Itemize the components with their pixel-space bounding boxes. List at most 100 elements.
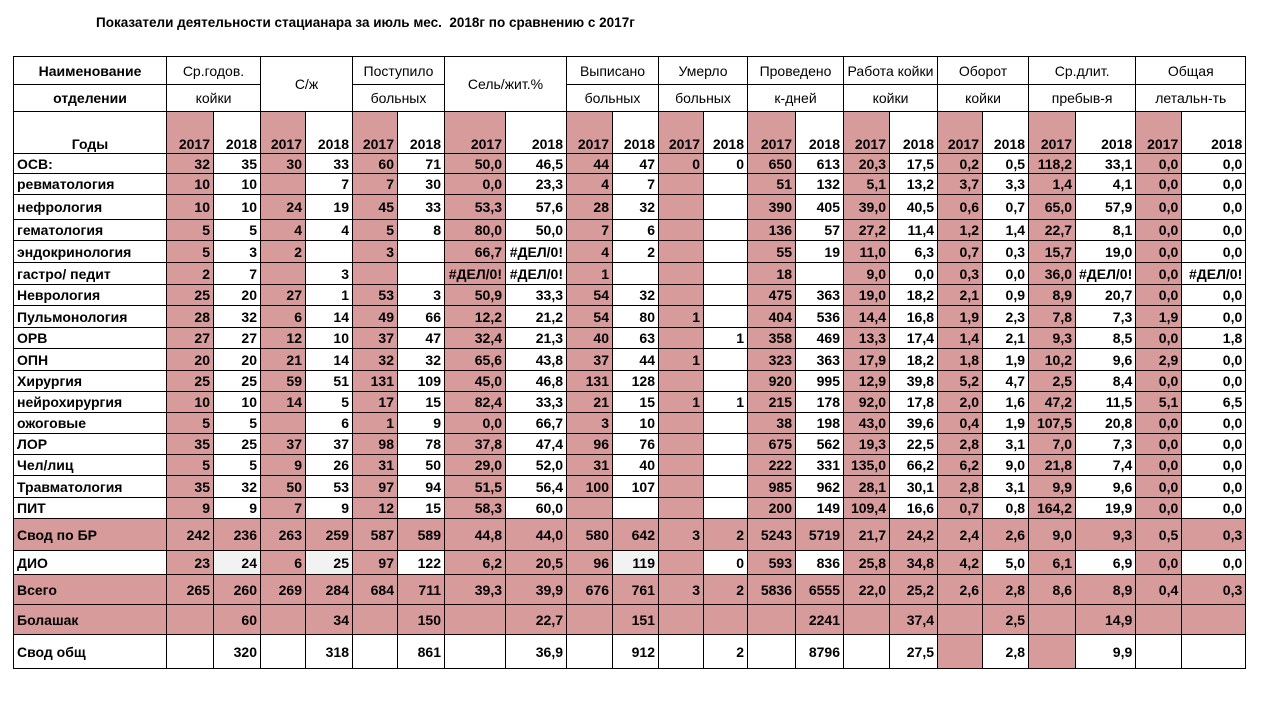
cell: 861 <box>397 634 445 669</box>
cell <box>305 240 353 263</box>
cell <box>612 497 659 519</box>
cell: 54 <box>566 284 613 306</box>
cell: 242 <box>166 518 214 551</box>
cell: 2,4 <box>937 518 983 551</box>
cell: 32 <box>166 153 214 174</box>
cell: 0,0 <box>1181 348 1247 371</box>
cell: 562 <box>795 433 844 455</box>
cell: 12,9 <box>843 370 890 392</box>
cell: 8796 <box>795 634 844 669</box>
cell: 6 <box>260 305 306 328</box>
cell: 0,5 <box>982 153 1029 174</box>
cell: 836 <box>795 550 844 575</box>
cell: 51,5 <box>444 475 506 498</box>
cell <box>397 262 445 285</box>
cell: 78 <box>397 433 445 455</box>
header-group-sub-0: койки <box>166 84 261 112</box>
cell: 9,9 <box>1074 634 1137 669</box>
cell: 593 <box>747 550 796 575</box>
cell: 0,0 <box>1181 219 1247 241</box>
cell: 53,3 <box>444 194 506 220</box>
cell: 12,2 <box>444 305 506 328</box>
cell: 33,3 <box>505 284 567 306</box>
cell: 9 <box>213 497 261 519</box>
cell: 6,2 <box>937 454 983 476</box>
cell: 0,7 <box>937 240 983 263</box>
year-header: 2017 <box>658 111 704 154</box>
year-header: 2017 <box>1028 111 1076 154</box>
cell: 107 <box>612 475 659 498</box>
cell: 97 <box>352 475 398 498</box>
cell: 0,3 <box>1181 518 1247 551</box>
cell <box>703 240 748 263</box>
header-group-8: Оборот <box>937 56 1029 85</box>
cell: 5 <box>213 454 261 476</box>
cell: 5,0 <box>982 550 1029 575</box>
cell <box>352 604 398 635</box>
cell: 17,8 <box>889 391 938 413</box>
cell: 57 <box>795 219 844 241</box>
cell: 35 <box>166 433 214 455</box>
cell: 3 <box>566 412 613 434</box>
cell: 9,0 <box>982 454 1029 476</box>
cell: 6 <box>612 219 659 241</box>
cell <box>1135 604 1183 635</box>
cell: 13,2 <box>889 173 938 195</box>
table-row: Пульмонология 28 32 6 14 49 66 12,2 21,2 54 80 1 404… <box>13 305 1247 328</box>
cell: 684 <box>352 574 398 605</box>
cell: 76 <box>612 433 659 455</box>
cell: 0,0 <box>1181 475 1247 498</box>
cell: 2,6 <box>937 574 983 605</box>
cell: 0,4 <box>1135 574 1183 605</box>
cell <box>658 219 704 241</box>
cell <box>747 604 796 635</box>
cell: 3 <box>213 240 261 263</box>
cell: 24 <box>260 194 306 220</box>
header-group-1: С/ж <box>260 56 353 112</box>
cell: 7 <box>260 497 306 519</box>
cell: 33 <box>397 194 445 220</box>
cell: 118,2 <box>1028 153 1076 174</box>
cell <box>566 604 613 635</box>
cell: 1,4 <box>982 219 1029 241</box>
cell: 18,2 <box>889 348 938 371</box>
cell <box>703 348 748 371</box>
cell: 920 <box>747 370 796 392</box>
cell: 363 <box>795 348 844 371</box>
header-group-7: Работа койки <box>843 56 938 85</box>
cell: 0,0 <box>1135 327 1183 349</box>
cell: 20 <box>213 348 261 371</box>
cell <box>1135 634 1183 669</box>
cell: 15 <box>397 497 445 519</box>
header-group-9: Ср.длит. <box>1027 56 1137 85</box>
table-row: ОРВ 27 27 12 10 37 47 32,4 21,3 40 63 1 358 469 13,3 17… <box>13 327 1247 349</box>
cell: 59 <box>260 370 306 392</box>
cell: 2 <box>612 240 659 263</box>
cell: 14 <box>260 391 306 413</box>
cell <box>703 262 748 285</box>
cell: 962 <box>795 475 844 498</box>
cell <box>260 412 306 434</box>
row-name: ОПН <box>13 348 167 371</box>
cell: 5 <box>166 219 214 241</box>
cell <box>795 262 844 285</box>
cell: 2241 <box>795 604 844 635</box>
header-group-0: Ср.годов. <box>166 56 261 85</box>
cell: 22,7 <box>1028 219 1076 241</box>
cell <box>444 634 506 669</box>
cell: 135,0 <box>843 454 890 476</box>
cell: 0,0 <box>1181 550 1247 575</box>
cell: 1,2 <box>937 219 983 241</box>
cell: 2,8 <box>982 634 1029 669</box>
cell: 119 <box>612 550 659 575</box>
cell: 15 <box>397 391 445 413</box>
cell: 358 <box>747 327 796 349</box>
cell: 21 <box>260 348 306 371</box>
cell: 0,0 <box>444 173 506 195</box>
cell: 4 <box>305 219 353 241</box>
cell: 19,9 <box>1074 497 1137 519</box>
header-group-sub-9: пребыв-я <box>1027 84 1137 112</box>
cell: 24,2 <box>889 518 938 551</box>
table-row: нейрохирургия 10 10 14 5 17 15 82,4 33,3 21 15 1 1 21… <box>13 391 1247 413</box>
cell: 28 <box>566 194 613 220</box>
